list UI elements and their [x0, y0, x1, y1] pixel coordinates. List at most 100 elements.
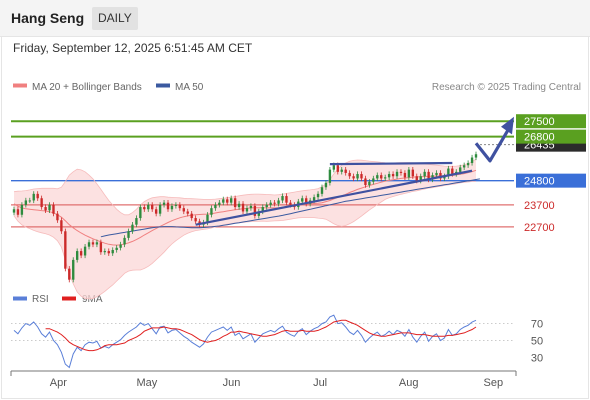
candle-body [99, 242, 103, 253]
candle-body [75, 251, 79, 260]
month-label: Aug [399, 377, 419, 389]
candle-body [166, 202, 170, 210]
bollinger-band-fill [14, 159, 476, 299]
candle-body [439, 172, 442, 179]
candle-body [289, 202, 292, 205]
candle-body [143, 207, 146, 210]
candle-body [32, 193, 35, 201]
candle-body [237, 203, 241, 208]
candle-body [40, 198, 43, 208]
candle-body [380, 175, 383, 179]
level-tag-text: 23700 [524, 200, 555, 212]
candle-body [257, 211, 261, 216]
candle-body [12, 209, 16, 213]
candle-body [320, 187, 324, 194]
candle-body [470, 157, 474, 164]
candle-body [91, 242, 95, 245]
candle-body [415, 176, 418, 181]
candle-body [403, 172, 407, 178]
candle-body [182, 208, 185, 212]
candle-body [131, 224, 134, 232]
candle-body [103, 251, 107, 253]
forecast-arrow-path [474, 129, 510, 163]
instrument-title: Hang Seng [11, 10, 85, 26]
candle-body [352, 176, 355, 179]
candle-body [451, 168, 454, 175]
candle-body [391, 174, 395, 177]
month-label: Jul [313, 377, 327, 389]
candle-body [162, 202, 166, 205]
candle-body [226, 199, 229, 203]
candle-body [474, 154, 478, 158]
level-tag-text: 24800 [524, 176, 555, 188]
candle-body [24, 200, 28, 205]
candle-body [44, 207, 47, 211]
candle-body [419, 176, 422, 181]
rsi-line [13, 314, 477, 369]
candle-body [190, 213, 193, 219]
candle-body [139, 207, 142, 219]
candle-body [135, 218, 138, 225]
candle-body [360, 174, 363, 179]
bollinger-lower-line [13, 181, 476, 300]
candle-body [466, 163, 470, 166]
candle-body [48, 204, 51, 211]
candle-body [60, 220, 63, 232]
level-tag-pivot [516, 173, 586, 188]
candle-body [305, 198, 308, 204]
candle-body [372, 178, 375, 182]
level-tag-resistance [516, 129, 586, 144]
level-tag-text: 22700 [524, 222, 555, 234]
candle-body [222, 199, 225, 203]
candle-body [28, 200, 31, 202]
month-label: Jun [223, 377, 241, 389]
candle-body [64, 231, 67, 269]
rsi-panel: 70 50 30 [11, 314, 543, 369]
annotations [195, 116, 514, 226]
candle-body [115, 247, 118, 250]
candle-body [427, 171, 430, 180]
rsi-tick-label: 30 [531, 352, 543, 364]
candle-body [245, 208, 249, 212]
ma50-legend-label: MA 50 [175, 82, 204, 93]
ma50-line [100, 178, 480, 238]
candle-body [395, 171, 399, 177]
rsi-tick-label: 70 [531, 319, 543, 331]
candle-body [68, 268, 71, 280]
candle-body [249, 205, 253, 209]
candle-body [316, 193, 320, 198]
candle-body [348, 172, 351, 177]
candle-body [95, 242, 99, 245]
candle-body [218, 202, 221, 205]
candle-body [407, 169, 411, 178]
candle-body [328, 169, 332, 183]
candle-body [447, 168, 450, 177]
candle-body [111, 249, 114, 254]
candle-body [178, 204, 182, 209]
candle-body [364, 178, 367, 186]
candle-body [411, 169, 415, 177]
month-label: Apr [50, 377, 67, 389]
credit-text: Research © 2025 Trading Central [432, 82, 581, 93]
bollinger-band [14, 159, 476, 299]
candle-body [435, 172, 438, 176]
candle-body [356, 174, 359, 179]
candle-body [368, 181, 371, 186]
level-tag-resistance [516, 114, 586, 129]
ma50-legend-swatch [156, 83, 170, 88]
candle-body [154, 209, 158, 214]
candle-body [210, 208, 213, 215]
bollinger-legend-label: MA 20 + Bollinger Bands [32, 82, 142, 93]
candle-body [214, 204, 217, 209]
rsi-ma-legend-label: 9MA [82, 294, 103, 305]
bollinger-legend-swatch [13, 83, 27, 88]
candle-body [285, 196, 288, 203]
candle-body [194, 218, 197, 222]
time-axis: Apr May Jun Jul Aug Sep [10, 370, 517, 389]
candle-body [151, 204, 154, 210]
candle-body [462, 165, 466, 168]
candle-body [83, 246, 87, 256]
period-selector[interactable]: DAILY [92, 7, 138, 30]
